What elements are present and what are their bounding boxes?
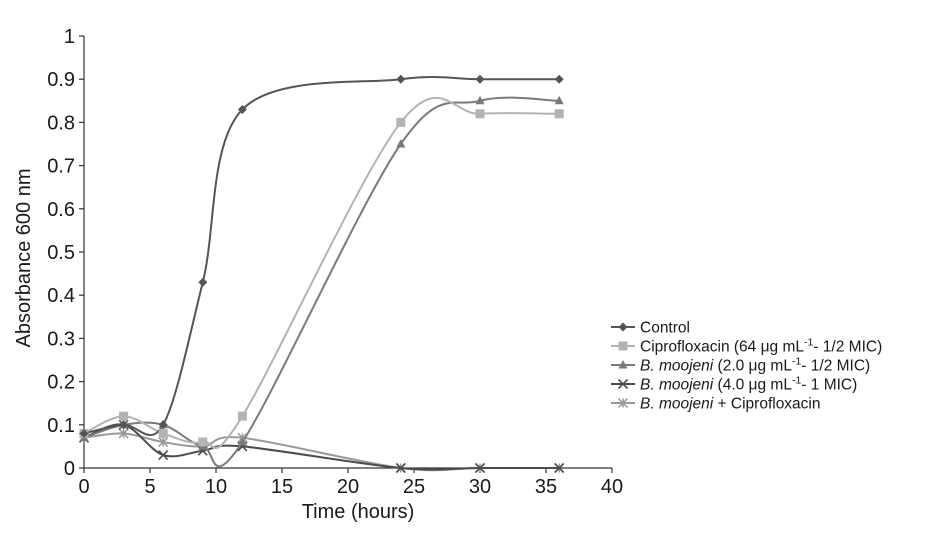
- data-point: [554, 109, 564, 119]
- y-tick-label: 0.2: [47, 372, 75, 394]
- x-tick-label: 25: [403, 476, 425, 498]
- y-tick-label: 0.3: [47, 328, 75, 350]
- y-tick-label: 0: [64, 458, 75, 480]
- data-point: [474, 462, 486, 474]
- legend-label-part: (2.0 μg mL: [713, 358, 792, 375]
- legend-item: Ciprofloxacin (64 μg mL-1- 1/2 MIC): [611, 337, 882, 356]
- legend-label: Control: [640, 320, 690, 337]
- legend-label: Ciprofloxacin (64 μg mL-1- 1/2 MIC): [640, 337, 882, 356]
- y-tick-label: 0.8: [47, 112, 75, 134]
- y-axis-title: Absorbance 600 nm: [13, 168, 35, 347]
- marker-stroke: [617, 378, 629, 390]
- data-point: [158, 449, 169, 461]
- legend-item: B. moojeni + Ciprofloxacin: [611, 396, 821, 413]
- legend-swatch-marker: [617, 397, 629, 409]
- legend-label: B. moojeni + Ciprofloxacin: [640, 396, 821, 413]
- legend-label-part: (4.0 μg mL: [713, 377, 792, 394]
- series-line: [83, 97, 560, 449]
- data-point: [395, 462, 406, 474]
- x-tick-label: 35: [535, 476, 557, 498]
- data-point: [396, 117, 406, 127]
- legend-label-part: - 1/2 MIC): [801, 358, 870, 375]
- x-axis-title: Time (hours): [302, 501, 415, 523]
- y-tick-label: 1: [64, 26, 75, 48]
- legend-swatch-marker: [618, 322, 628, 332]
- series-lines: [83, 75, 560, 472]
- x-tick-label: 5: [144, 476, 155, 498]
- y-tick-label: 0.7: [47, 156, 75, 178]
- legend-item: B. moojeni (2.0 μg mL-1- 1/2 MIC): [611, 356, 870, 375]
- legend-label-part: -1: [792, 375, 801, 387]
- data-point: [158, 437, 169, 448]
- y-tick-label: 0.5: [47, 242, 75, 264]
- legend-swatch-marker: [617, 378, 629, 390]
- y-tick-label: 0.1: [47, 415, 75, 437]
- x-tick-label: 15: [271, 476, 293, 498]
- legend-label-part: -1: [792, 356, 801, 368]
- x-tick-label: 30: [469, 476, 491, 498]
- data-point: [554, 74, 564, 84]
- x-tick-label: 40: [601, 476, 623, 498]
- y-tick-label: 0.6: [47, 199, 75, 221]
- legend-label-part: B. moojeni: [640, 358, 714, 375]
- series-line: [83, 423, 560, 471]
- x-tick-label: 10: [205, 476, 227, 498]
- legend-label: B. moojeni (2.0 μg mL-1- 1/2 MIC): [640, 356, 870, 375]
- x-tick-label: 0: [78, 476, 89, 498]
- data-point: [554, 95, 564, 105]
- legend-label-part: Ciprofloxacin (64 μg mL: [640, 339, 804, 356]
- legend-label-part: B. moojeni: [640, 377, 714, 394]
- data-point: [119, 420, 129, 430]
- legend-label-part: B. moojeni: [640, 396, 714, 413]
- x-tick-label: 20: [337, 476, 359, 498]
- legend-label-part: Control: [640, 320, 690, 337]
- series-line: [83, 75, 560, 437]
- series-line: [83, 96, 560, 468]
- data-point: [198, 277, 208, 287]
- legend-swatch-marker: [618, 360, 628, 369]
- data-point: [158, 428, 168, 438]
- data-point: [396, 139, 406, 148]
- legend-label-part: -1: [804, 337, 813, 349]
- marker-stroke: [395, 462, 406, 474]
- data-point: [237, 437, 247, 446]
- legend-label-part: - 1/2 MIC): [813, 339, 882, 356]
- legend-label: B. moojeni (4.0 μg mL-1- 1 MIC): [640, 375, 857, 394]
- data-point: [475, 74, 485, 84]
- marker-stroke: [474, 462, 486, 474]
- marker-stroke: [554, 462, 565, 474]
- data-point: [475, 95, 485, 105]
- data-point: [237, 411, 247, 421]
- series-markers: [78, 74, 565, 474]
- legend-item: Control: [611, 320, 690, 337]
- data-point: [79, 428, 89, 438]
- data-point: [554, 462, 565, 474]
- y-tick-label: 0.9: [47, 69, 75, 91]
- data-point: [158, 420, 168, 430]
- data-point: [118, 428, 129, 439]
- series-line: [83, 432, 560, 472]
- legend-item: B. moojeni (4.0 μg mL-1- 1 MIC): [611, 375, 857, 394]
- legend-label-part: + Ciprofloxacin: [713, 396, 820, 413]
- data-point: [475, 109, 485, 119]
- legend-swatch-marker: [618, 341, 628, 351]
- data-point: [198, 437, 208, 447]
- legend-label-part: - 1 MIC): [801, 377, 857, 394]
- data-point: [119, 411, 129, 421]
- axes: 00.10.20.30.40.50.60.70.80.910 5 10 15 20 25 3…: [47, 26, 623, 498]
- marker-stroke: [158, 449, 169, 461]
- data-point: [237, 104, 247, 114]
- data-point: [396, 74, 406, 84]
- y-tick-label: 0.4: [47, 285, 75, 307]
